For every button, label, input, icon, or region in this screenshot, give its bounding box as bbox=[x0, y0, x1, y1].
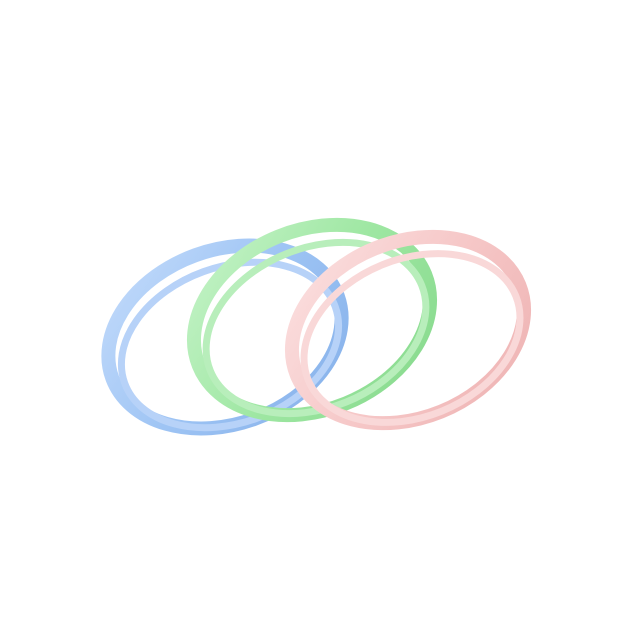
green-bangle bbox=[186, 217, 438, 423]
blue-bangle bbox=[101, 238, 349, 436]
pink-bangle bbox=[284, 229, 532, 431]
